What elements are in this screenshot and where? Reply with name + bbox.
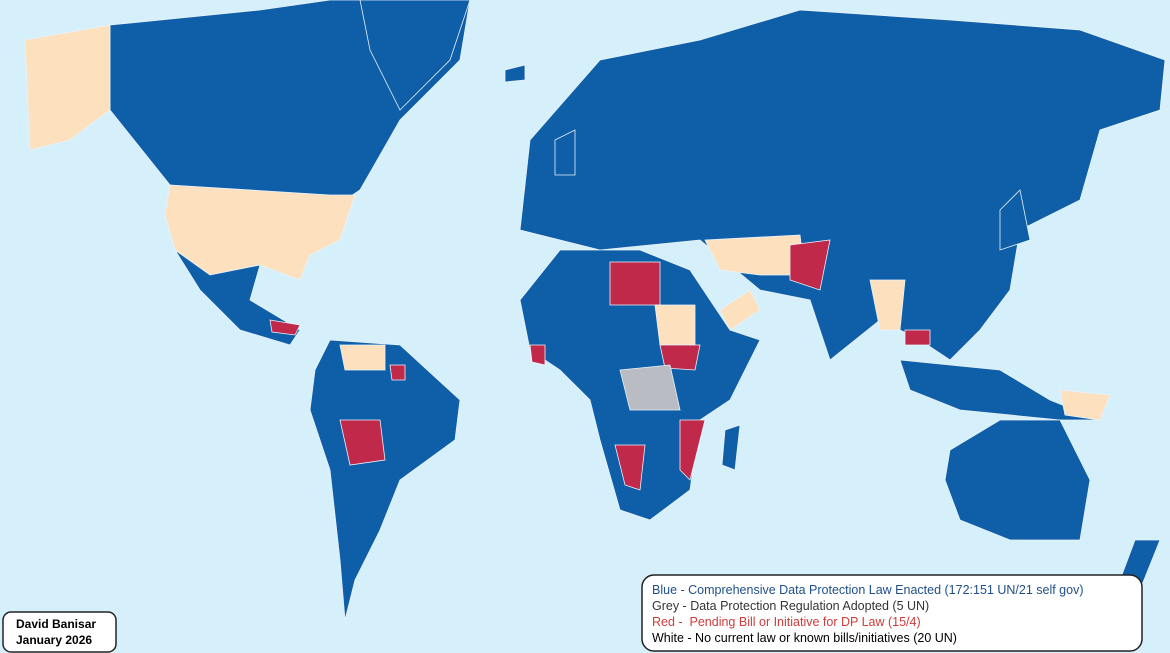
legend: Blue - Comprehensive Data Protection Law… [641, 574, 1143, 652]
author-name: David Banisar [16, 617, 96, 631]
author-box: David Banisar January 2026 [2, 611, 117, 653]
legend-entry: Blue - Comprehensive Data Protection Law… [652, 583, 1083, 597]
countries [24, 0, 1166, 621]
legend-entry: Grey - Data Protection Regulation Adopte… [652, 599, 929, 613]
author-date: January 2026 [16, 633, 92, 647]
legend-entry: White - No current law or known bills/in… [652, 631, 957, 645]
legend-entry: Red - Pending Bill or Initiative for DP … [652, 615, 921, 629]
